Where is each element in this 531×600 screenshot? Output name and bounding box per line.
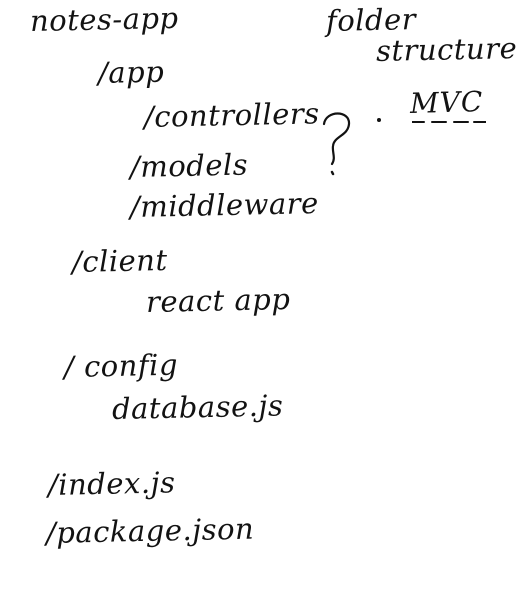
middleware-folder: /middleware xyxy=(129,186,320,224)
structure-annotation: structure xyxy=(375,31,518,68)
models-folder: /models xyxy=(129,147,249,184)
database-file: database.js xyxy=(111,388,284,426)
mvc-label: MVC xyxy=(409,85,484,120)
package-json-file: /package.json xyxy=(45,511,255,550)
mvc-annotation: MVC xyxy=(409,85,490,130)
mvc-underline xyxy=(412,121,486,123)
client-folder: /client xyxy=(71,243,168,279)
index-file: /index.js xyxy=(47,465,176,502)
root-folder-label: notes-app xyxy=(29,0,179,38)
react-app-note: react app xyxy=(145,281,291,319)
app-folder: /app xyxy=(97,54,165,90)
config-folder: / config xyxy=(63,347,179,384)
question-mark-icon xyxy=(322,112,351,176)
controllers-folder: /controllers xyxy=(143,96,320,134)
bullet-dot xyxy=(377,118,381,122)
